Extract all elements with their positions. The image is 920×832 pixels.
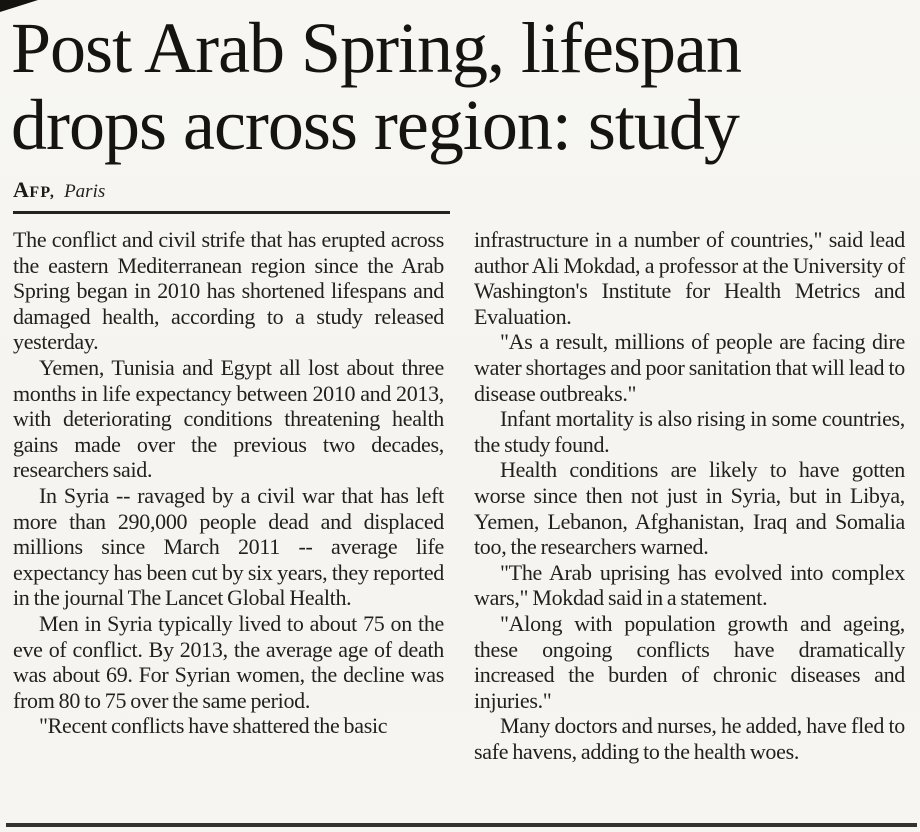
bottom-rule — [6, 823, 917, 827]
paragraph: "Recent conflicts have shattered the bas… — [39, 713, 388, 739]
article-body: The conflict and civil strife that has e… — [13, 227, 905, 764]
byline-agency: AFP, — [13, 177, 56, 202]
right-column: infrastructure in a number of countries,… — [474, 227, 905, 764]
paragraph: Many doctors and nurses, he added, have … — [474, 713, 905, 764]
paragraph: "The Arab uprising has evolved into comp… — [474, 559, 905, 611]
headline-line-2: drops across region: study — [11, 85, 740, 165]
byline-rule — [13, 211, 450, 214]
left-column: The conflict and civil strife that has e… — [13, 227, 444, 764]
paragraph: Health conditions are likely to have got… — [474, 457, 905, 560]
paragraph: Infant mortality is also rising in some … — [474, 406, 905, 457]
byline: AFP, Paris — [13, 177, 920, 203]
article-headline: Post Arab Spring, lifespan drops across … — [0, 0, 920, 164]
paragraph: Yemen, Tunisia and Egypt all lost about … — [13, 354, 444, 483]
paragraph: infrastructure in a number of countries,… — [474, 227, 905, 329]
paragraph: "As a result, millions of people are fac… — [474, 329, 905, 406]
paragraph: Men in Syria typically lived to about 75… — [13, 610, 444, 713]
headline-line-1: Post Arab Spring, lifespan — [11, 8, 742, 88]
paragraph: The conflict and civil strife that has e… — [13, 227, 444, 355]
byline-location: Paris — [64, 181, 106, 202]
paragraph: In Syria -- ravaged by a civil war that … — [13, 482, 444, 611]
paragraph: "Along with population growth and ageing… — [474, 610, 905, 713]
